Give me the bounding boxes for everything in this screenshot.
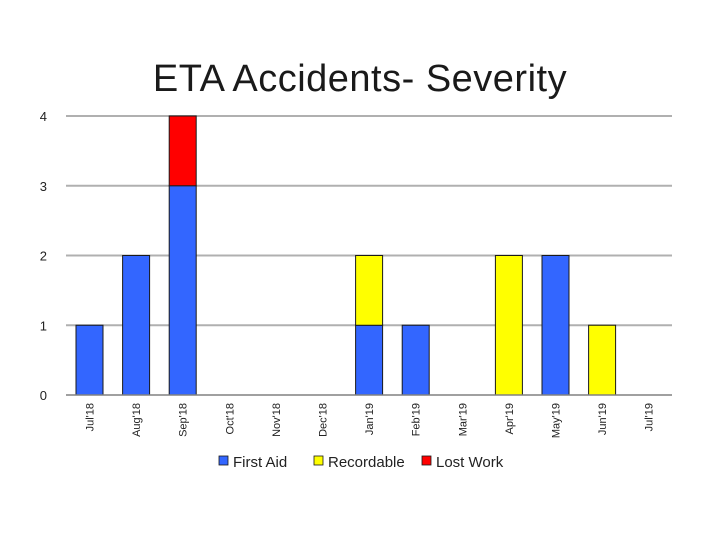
x-tick-label: Jul'19: [644, 403, 656, 431]
legend-label: Recordable: [328, 454, 405, 471]
axes: 0 1 2 3 4 Jul'18 Aug'18 Sep'18 Oct'18 Nov'18 Dec'1…: [40, 109, 672, 438]
y-tick-label: 0: [40, 388, 47, 403]
x-tick-label: Sep'18: [178, 403, 190, 437]
legend-swatch-recordable: [313, 455, 324, 466]
bar-recordable: [355, 255, 384, 326]
legend-label: First Aid: [233, 454, 287, 471]
y-tick-label: 2: [40, 249, 47, 264]
bars: [75, 115, 617, 396]
x-tick-label: Dec'18: [318, 403, 330, 437]
y-tick-label: 4: [40, 109, 47, 124]
legend: First Aid Recordable Lost Work: [218, 454, 504, 471]
bar-recordable: [588, 324, 617, 396]
x-tick-label: Jan'19: [364, 403, 376, 435]
x-tick-label: Nov'18: [271, 403, 283, 437]
bar-first-aid: [75, 324, 104, 396]
legend-label: Lost Work: [436, 454, 504, 471]
legend-swatch-first-aid: [218, 455, 229, 466]
chart-title: ETA Accidents- Severity: [152, 58, 568, 100]
bar-recordable: [494, 255, 523, 396]
x-tick-label: Jul'18: [85, 403, 97, 431]
legend-swatch-lost-work: [421, 455, 432, 466]
x-tick-label: Apr'19: [504, 403, 516, 434]
bar-lost-work: [168, 115, 197, 187]
x-tick-label: Mar'19: [457, 403, 469, 436]
x-tick-label: May'19: [551, 403, 563, 438]
x-tick-label: Aug'18: [131, 403, 143, 437]
x-tick-label: Oct'18: [224, 403, 236, 434]
bar-first-aid: [122, 255, 151, 396]
x-tick-label: Feb'19: [411, 403, 423, 436]
y-tick-label: 1: [40, 318, 47, 333]
x-tick-label: Jun'19: [597, 403, 609, 435]
bar-first-aid: [541, 255, 570, 396]
bar-first-aid: [355, 324, 384, 396]
bar-first-aid: [168, 185, 197, 396]
y-tick-label: 3: [40, 179, 47, 194]
bar-first-aid: [401, 324, 430, 396]
